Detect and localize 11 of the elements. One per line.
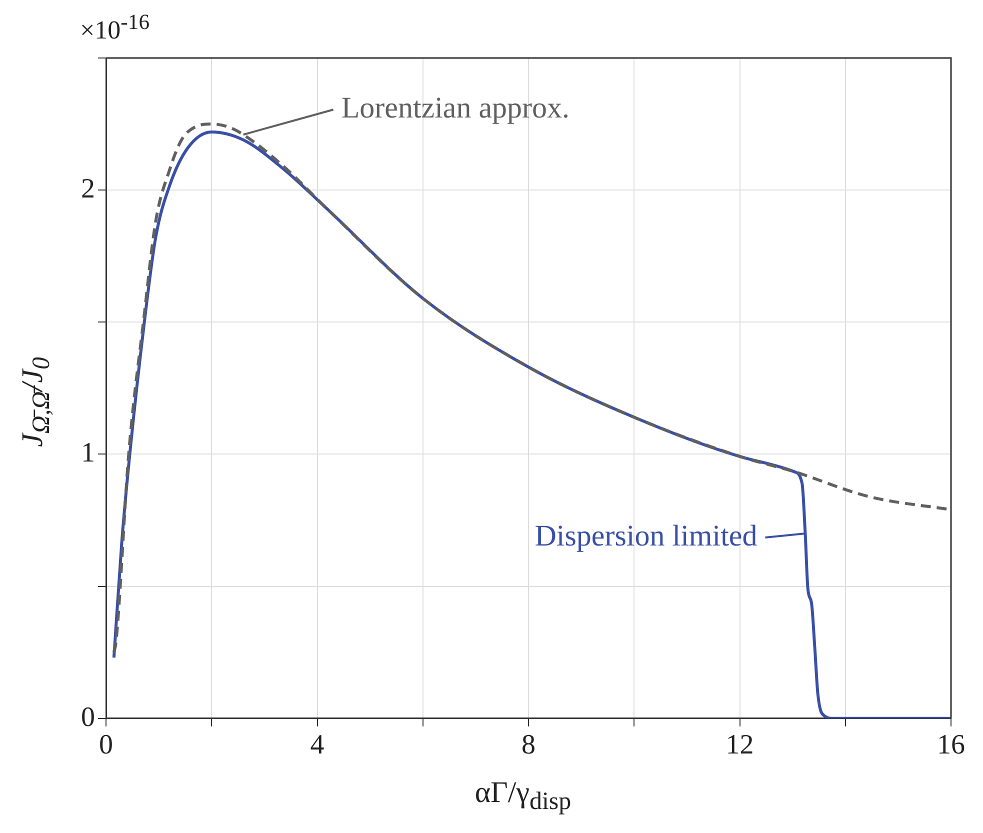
text: ×10$^{-16}$ [80,10,150,46]
annotation: Lorentzian approx. [341,91,570,124]
x-axis-title: αΓ/γ$_{disp}$ [474,776,572,816]
y-tick-label: 0 [81,702,95,733]
annotation: Dispersion limited [534,519,758,552]
x-tick-label: 4 [310,730,324,761]
x-tick-label: 16 [937,730,965,761]
y-tick-label: 2 [81,173,95,204]
x-tick-label: 12 [726,730,754,761]
y-tick-label: 1 [81,438,95,469]
x-tick-label: 8 [522,730,536,761]
